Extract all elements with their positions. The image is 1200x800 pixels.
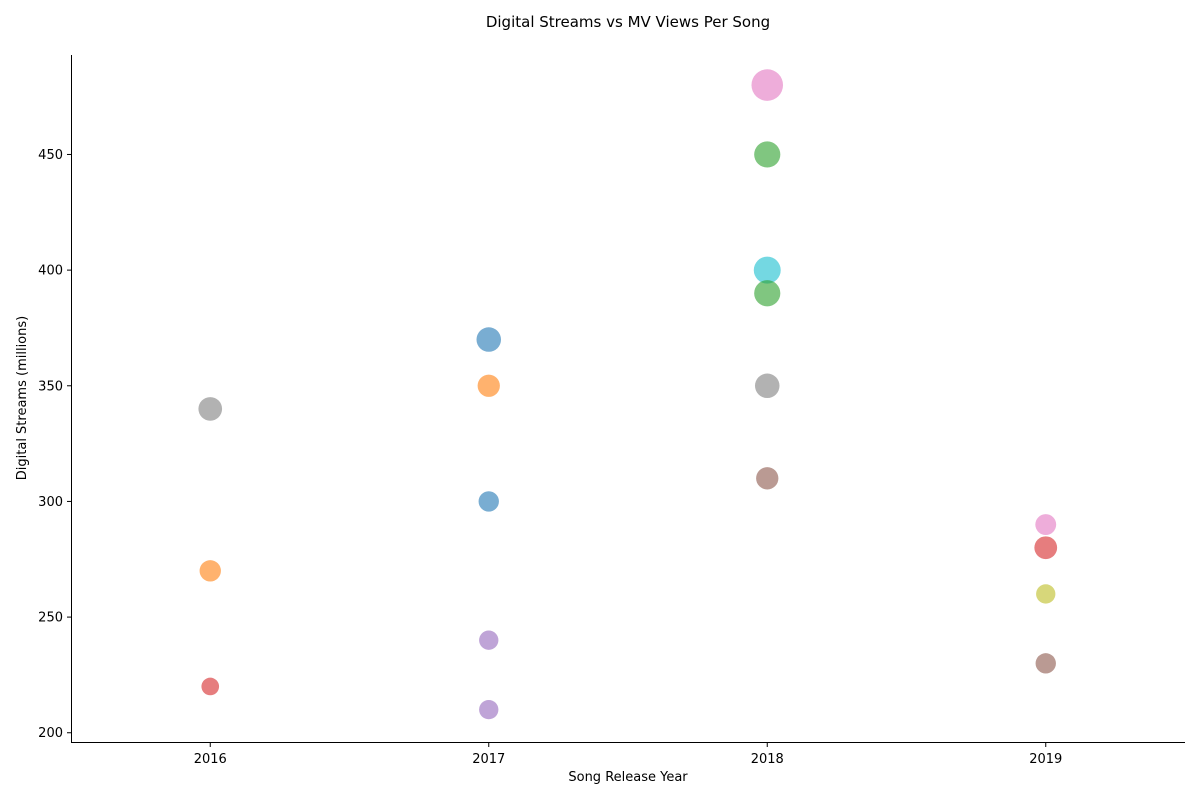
y-tick-label: 400 [38,264,63,279]
data-point [477,374,500,397]
data-point [751,69,784,101]
y-tick-label: 250 [38,611,63,626]
data-point [754,141,781,168]
x-tick-label: 2017 [472,752,505,767]
data-point [1035,653,1056,674]
data-point [198,397,223,421]
y-axis-label: Digital Streams (millions) [15,316,30,480]
data-point [1034,536,1058,560]
y-tick-label: 350 [38,379,63,394]
data-point [479,699,499,720]
data-point [756,467,779,490]
y-ticks: 200 250 300 350 400 450 [38,148,72,741]
data-point [476,327,502,352]
data-point [478,491,499,512]
data-point [754,280,781,307]
x-tick-label: 2016 [194,752,227,767]
x-tick-label: 2018 [751,752,784,767]
data-point [479,630,499,650]
data-point [201,677,220,696]
y-tick-label: 450 [38,148,63,163]
points-layer [198,69,1058,720]
chart-title: Digital Streams vs MV Views Per Song [486,13,770,31]
y-tick-label: 200 [38,726,63,741]
x-ticks: 2016 2017 2018 2019 [194,742,1062,767]
data-point [1036,584,1056,604]
y-tick-label: 300 [38,495,63,510]
x-axis-label: Song Release Year [568,770,688,785]
data-point [753,256,781,284]
data-point [1035,514,1057,535]
data-point [754,373,780,399]
x-tick-label: 2019 [1029,752,1062,767]
data-point [199,560,221,582]
